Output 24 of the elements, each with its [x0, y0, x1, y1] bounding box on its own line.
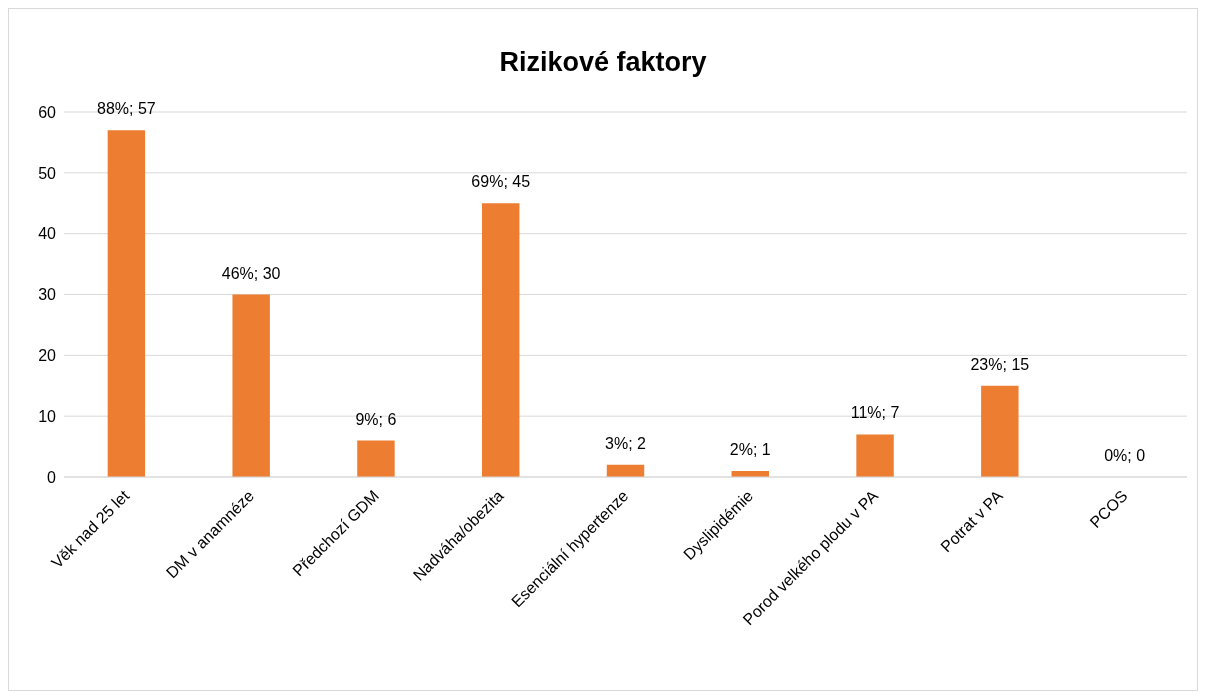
data-label: 9%; 6 [354, 410, 398, 429]
bar [856, 434, 894, 477]
bar [232, 294, 270, 477]
y-tick-label: 60 [38, 103, 57, 121]
x-tick-label: Věk nad 25 let [48, 486, 133, 572]
bar [981, 385, 1019, 477]
chart-title: Rizikové faktory [498, 47, 708, 78]
data-label: 69%; 45 [470, 173, 532, 192]
y-tick-label: 20 [38, 347, 57, 365]
data-label: 46%; 30 [220, 264, 282, 283]
data-label: 88%; 57 [96, 100, 157, 119]
data-label: 0%; 0 [1103, 447, 1147, 465]
data-label: 3%; 2 [604, 434, 647, 453]
data-label: 2%; 1 [728, 440, 772, 459]
bar [107, 130, 146, 477]
bar [482, 203, 520, 477]
y-tick-label: 10 [38, 407, 57, 425]
bar [357, 440, 395, 477]
y-tick-label: 40 [38, 225, 57, 243]
y-tick-label: 30 [38, 286, 57, 304]
data-label: 23%; 15 [969, 355, 1031, 374]
data-label: 11%; 7 [849, 404, 901, 423]
y-tick-label: 50 [38, 164, 57, 182]
y-tick-label: 0 [47, 468, 57, 486]
